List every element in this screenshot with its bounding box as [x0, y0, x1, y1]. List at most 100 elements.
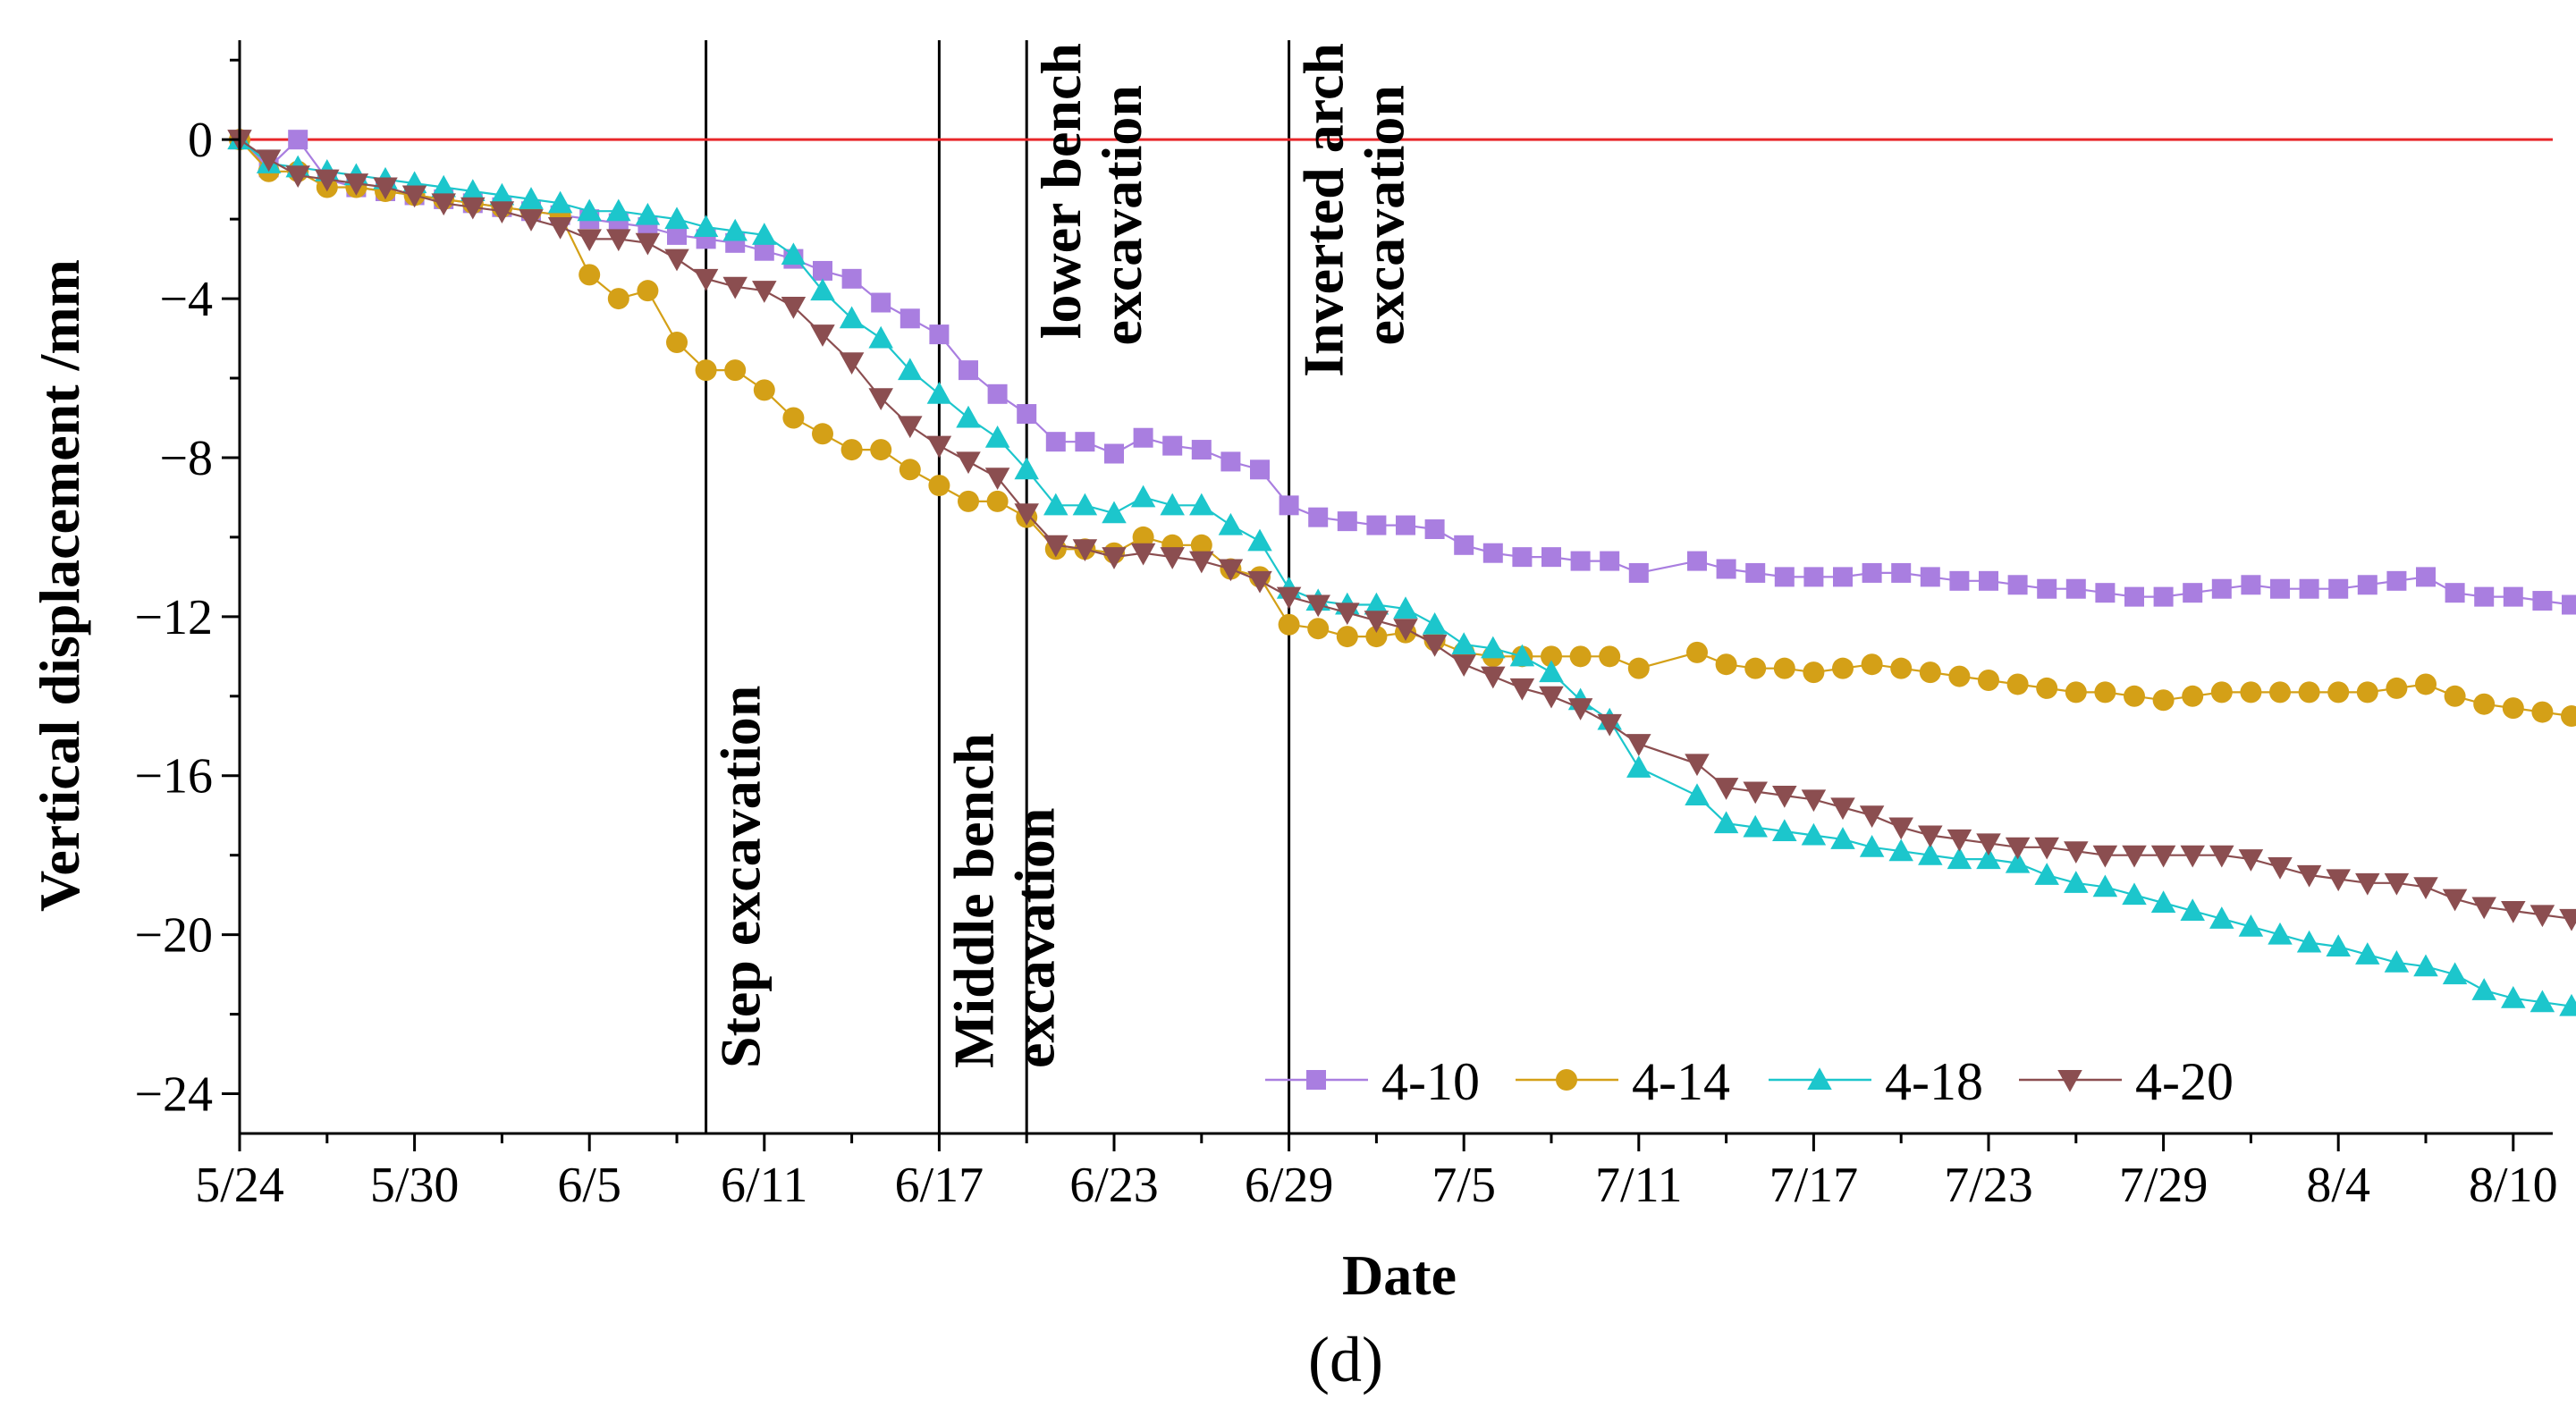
point-4-10-55 — [1862, 562, 1882, 583]
point-4-18-27 — [1014, 457, 1039, 480]
y-axis-title: Vertical displacement /mm — [28, 259, 91, 912]
point-4-18-64 — [2122, 882, 2147, 906]
point-4-18-8 — [460, 179, 486, 201]
point-4-14-46 — [1569, 645, 1592, 668]
legend-label-4-14: 4-14 — [1632, 1052, 1730, 1111]
point-4-20-3 — [315, 169, 340, 192]
point-4-18-56 — [1888, 838, 1913, 862]
point-4-10-31 — [1133, 427, 1153, 448]
point-4-20-59 — [1976, 833, 2001, 856]
point-4-20-28 — [1043, 535, 1068, 558]
point-4-10-25 — [959, 360, 978, 381]
point-4-10-43 — [1482, 543, 1503, 563]
point-4-10-77 — [2503, 586, 2523, 607]
point-4-18-23 — [898, 358, 923, 381]
point-4-20-19 — [781, 296, 807, 319]
point-4-20-14 — [635, 232, 661, 256]
point-4-20-17 — [722, 276, 747, 299]
point-4-18-71 — [2326, 934, 2351, 956]
point-4-10-58 — [1949, 570, 1970, 591]
point-4-14-75 — [2444, 685, 2466, 707]
y-tick-label: −24 — [134, 1067, 213, 1123]
point-4-20-57 — [1918, 825, 1943, 848]
point-4-14-37 — [1307, 618, 1330, 640]
point-4-20-27 — [1014, 503, 1039, 526]
point-4-18-19 — [781, 242, 807, 265]
point-4-14-62 — [2065, 681, 2087, 704]
point-4-14-17 — [724, 359, 747, 382]
point-4-18-76 — [2471, 978, 2496, 1000]
point-4-10-61 — [2037, 578, 2057, 599]
phase-label-4-line-2: excavation — [1353, 85, 1416, 346]
point-4-20-61 — [2034, 837, 2059, 860]
point-4-10-56 — [1891, 562, 1912, 583]
point-4-20-25 — [956, 451, 981, 475]
x-tick-label: 7/11 — [1595, 1158, 1682, 1213]
point-4-18-63 — [2092, 874, 2118, 897]
point-4-18-11 — [547, 190, 573, 214]
point-4-20-9 — [489, 201, 515, 223]
x-tick-label: 6/17 — [895, 1158, 984, 1213]
point-4-14-52 — [1773, 657, 1795, 679]
point-4-20-38 — [1335, 602, 1360, 626]
x-tick-label: 5/30 — [370, 1158, 460, 1213]
point-4-10-35 — [1250, 459, 1270, 480]
point-4-14-56 — [1890, 657, 1913, 679]
x-tick-label: 7/5 — [1432, 1158, 1496, 1213]
point-4-20-53 — [1801, 789, 1827, 813]
point-4-20-6 — [401, 185, 427, 208]
y-tick-label: −20 — [134, 908, 213, 964]
point-4-20-42 — [1451, 654, 1476, 677]
point-4-14-39 — [1365, 626, 1388, 648]
point-4-18-34 — [1218, 512, 1244, 535]
point-4-18-54 — [1830, 827, 1855, 849]
point-4-20-50 — [1713, 778, 1739, 800]
point-4-10-49 — [1687, 551, 1707, 571]
point-4-18-51 — [1743, 814, 1768, 838]
point-4-18-73 — [2384, 950, 2410, 973]
point-4-14-58 — [1948, 665, 1971, 687]
point-4-20-12 — [577, 229, 602, 252]
x-tick-label: 6/11 — [721, 1158, 807, 1213]
point-4-20-20 — [810, 324, 835, 347]
phase-label-2-line-1: Middle bench — [942, 733, 1005, 1068]
point-4-14-69 — [2269, 681, 2291, 704]
point-4-20-56 — [1888, 817, 1913, 840]
point-4-20-69 — [2268, 857, 2293, 880]
point-4-20-58 — [1947, 829, 1972, 852]
point-4-18-78 — [2530, 990, 2555, 1013]
point-4-14-51 — [1744, 657, 1767, 679]
point-4-10-2 — [288, 130, 308, 150]
point-4-14-76 — [2473, 693, 2496, 715]
point-4-20-35 — [1247, 570, 1272, 594]
y-tick-label: −12 — [134, 590, 213, 645]
point-4-10-70 — [2299, 578, 2319, 599]
point-4-14-65 — [2152, 689, 2175, 712]
y-tick-label: 0 — [188, 113, 213, 168]
point-4-14-21 — [840, 439, 863, 461]
point-4-20-55 — [1859, 805, 1885, 828]
point-4-20-36 — [1276, 586, 1302, 610]
point-4-14-24 — [928, 475, 950, 497]
point-4-14-79 — [2561, 705, 2576, 728]
phase-label-3-line-2: excavation — [1090, 85, 1153, 346]
point-4-18-72 — [2355, 942, 2380, 965]
y-tick-label: −8 — [159, 431, 213, 486]
point-4-14-61 — [2036, 677, 2058, 699]
point-4-10-76 — [2474, 586, 2495, 607]
point-4-18-50 — [1713, 811, 1739, 834]
point-4-18-12 — [577, 198, 602, 222]
point-4-20-7 — [431, 193, 456, 216]
point-4-18-43 — [1481, 636, 1506, 659]
point-4-14-70 — [2298, 681, 2320, 704]
point-4-10-36 — [1279, 495, 1299, 516]
point-4-10-51 — [1745, 562, 1766, 583]
point-4-14-60 — [2006, 673, 2029, 695]
point-4-14-33 — [1190, 534, 1212, 556]
point-4-18-9 — [489, 182, 515, 206]
legend-marker-4-20 — [2057, 1070, 2082, 1092]
point-4-20-24 — [926, 435, 952, 459]
point-4-18-17 — [722, 218, 747, 241]
point-4-10-79 — [2562, 594, 2576, 615]
